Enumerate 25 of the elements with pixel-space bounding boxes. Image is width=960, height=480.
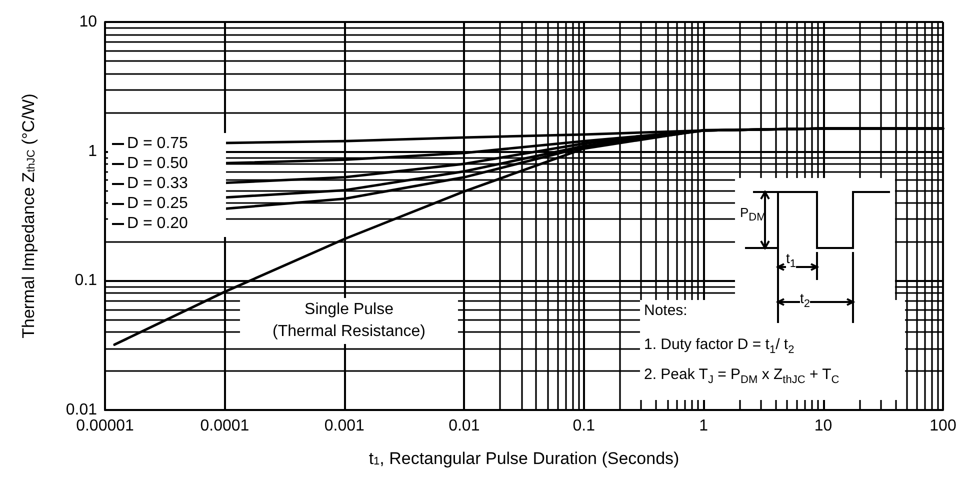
x-tick-label: 0.0001 xyxy=(200,418,250,434)
x-tick-label: 100 xyxy=(930,418,956,434)
annotation: 2. Peak T$_{J}$ = P$_{DM}$ x Z$_{thJC}$ + T$_{C}$ xyxy=(644,366,840,386)
annotation: Notes: xyxy=(644,302,688,319)
y-tick-label: 0.01 xyxy=(66,402,98,418)
legend-label: D = 0.25 xyxy=(126,194,188,214)
legend-label: D = 0.33 xyxy=(126,174,188,194)
y-tick-label: 0.1 xyxy=(74,272,98,290)
x-tick-label: 0.00001 xyxy=(76,418,134,434)
x-axis-title: t1, Rectangular Pulse Duration (Seconds) xyxy=(368,449,680,468)
y-tick-label: 1 xyxy=(88,142,98,160)
caption-panel: Single Pulse (Thermal Resistance) xyxy=(240,298,458,344)
y-axis-title: Thermal Impedance ZthJC (°C/W) xyxy=(19,94,38,338)
annotation: t$_{2}$ xyxy=(800,290,810,310)
x-tick-label: 0.01 xyxy=(448,418,480,434)
annotation: 1. Duty factor D = t$_{1}$/ t$_{2}$ xyxy=(644,336,794,356)
x-tick-label: 10 xyxy=(814,418,832,434)
x-tick-label: 1 xyxy=(699,418,708,434)
legend-label: D = 0.75 xyxy=(126,134,188,154)
x-tick-label: 0.1 xyxy=(572,418,596,434)
legend-label: D = 0.50 xyxy=(126,154,188,174)
y-tick-label: 10 xyxy=(79,14,98,30)
annotation: t$_{1}$ xyxy=(786,250,796,270)
legend-label: D = 0.20 xyxy=(126,214,188,234)
x-tick-label: 0.001 xyxy=(324,418,365,434)
